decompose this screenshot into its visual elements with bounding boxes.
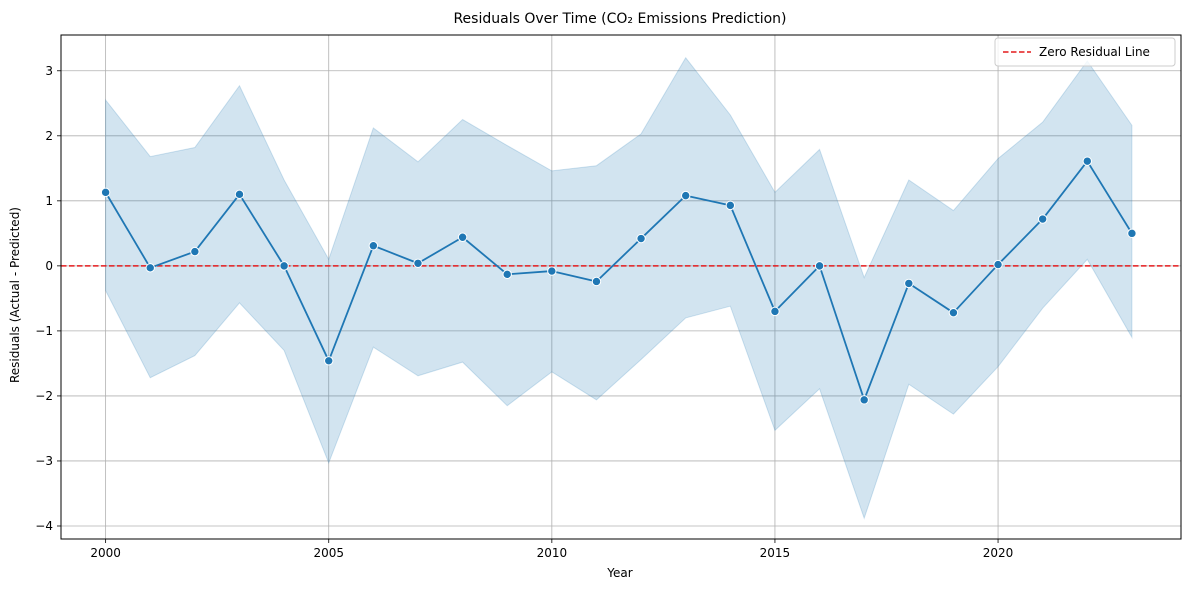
data-point [324,356,334,366]
y-tick-label: −3 [35,454,53,468]
data-point [814,261,825,271]
y-tick-label: 2 [45,129,53,143]
data-point [904,278,914,289]
y-tick-label: 3 [45,64,53,78]
y-axis-ticks: −4 −3 −2 −1 0 1 2 3 [35,64,61,533]
data-point [681,190,691,201]
y-tick-label: 0 [45,259,53,273]
data-point [413,258,423,268]
data-point [1082,156,1092,166]
x-axis-ticks: 2000 2005 2010 2015 2020 [90,539,1013,560]
confidence-band [105,56,1133,520]
data-point [368,241,379,251]
x-tick-label: 2015 [760,546,791,560]
y-tick-label: −4 [35,519,53,533]
residuals-line [104,160,1133,401]
chart-title: Residuals Over Time (CO₂ Emissions Predi… [453,11,786,27]
legend-label-zero-line: Zero Residual Line [1039,45,1150,59]
data-point [725,200,736,211]
legend: Zero Residual Line [994,37,1176,67]
x-tick-label: 2005 [313,546,344,560]
y-tick-label: 1 [45,194,53,208]
data-point [948,307,959,318]
data-point [1037,214,1048,224]
confidence-band-area [105,56,1133,520]
data-point [993,259,1003,270]
data-point [457,232,468,242]
data-point [502,269,512,280]
data-point [859,395,869,405]
data-point [100,187,111,198]
legend-box [994,37,1176,67]
series-layer [100,156,1137,405]
data-point [234,189,245,200]
x-tick-label: 2020 [983,546,1014,560]
plot-frame [60,34,1182,540]
x-axis-label: Year [606,566,632,580]
data-point [1127,228,1137,239]
data-point [190,246,200,257]
y-tick-label: −2 [35,389,53,403]
data-point [145,263,155,273]
y-tick-label: −1 [35,324,53,338]
data-point [279,261,289,271]
data-point [591,276,602,287]
x-tick-label: 2010 [537,546,568,560]
data-point [636,233,646,244]
data-point [547,266,557,276]
data-point [770,306,780,317]
x-tick-label: 2000 [90,546,121,560]
y-axis-label: Residuals (Actual - Predicted) [8,207,22,383]
